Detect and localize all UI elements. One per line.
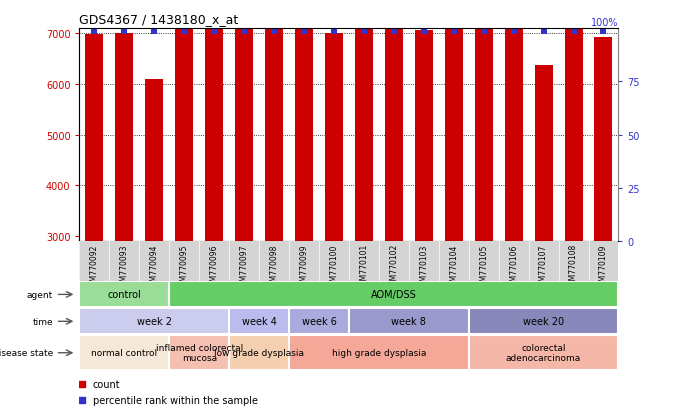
Bar <box>205 0 223 242</box>
Bar <box>295 0 313 242</box>
Bar <box>349 309 468 335</box>
Bar <box>325 34 343 242</box>
Text: GSM770094: GSM770094 <box>150 244 159 290</box>
Text: control: control <box>108 290 141 300</box>
Bar <box>475 0 493 242</box>
Text: GSM770093: GSM770093 <box>120 244 129 290</box>
Text: week 6: week 6 <box>301 316 337 327</box>
Bar <box>445 7 463 242</box>
Point <box>269 28 280 35</box>
Text: GSM770096: GSM770096 <box>209 244 219 290</box>
Bar <box>229 335 289 370</box>
Bar <box>504 0 522 242</box>
Text: week 8: week 8 <box>391 316 426 327</box>
Bar <box>289 309 349 335</box>
Point <box>328 28 339 35</box>
Text: GSM770106: GSM770106 <box>509 244 518 290</box>
Point <box>448 28 460 35</box>
Bar <box>145 80 163 242</box>
Text: GSM770092: GSM770092 <box>90 244 99 290</box>
Point <box>119 28 130 35</box>
Text: GDS4367 / 1438180_x_at: GDS4367 / 1438180_x_at <box>79 13 238 26</box>
Text: GSM770095: GSM770095 <box>180 244 189 290</box>
Bar <box>79 335 169 370</box>
Point <box>478 28 489 35</box>
Text: GSM770097: GSM770097 <box>240 244 249 290</box>
Text: GSM770108: GSM770108 <box>569 244 578 290</box>
Text: week 4: week 4 <box>242 316 276 327</box>
Text: AOM/DSS: AOM/DSS <box>371 290 417 300</box>
Bar <box>594 38 612 242</box>
Text: GSM770102: GSM770102 <box>389 244 399 290</box>
Text: GSM770107: GSM770107 <box>539 244 548 290</box>
Point <box>149 28 160 35</box>
Bar <box>468 335 618 370</box>
Bar <box>265 0 283 242</box>
Bar <box>565 14 583 242</box>
Text: GSM770104: GSM770104 <box>449 244 458 290</box>
Text: 100%: 100% <box>591 18 618 28</box>
Point <box>418 28 429 35</box>
Text: normal control: normal control <box>91 349 158 357</box>
Text: GSM770101: GSM770101 <box>359 244 368 290</box>
Bar <box>535 66 553 242</box>
Bar <box>176 29 193 242</box>
Bar <box>415 31 433 242</box>
Bar <box>169 335 229 370</box>
Text: time: time <box>32 317 53 326</box>
Text: agent: agent <box>27 290 53 299</box>
Text: percentile rank within the sample: percentile rank within the sample <box>93 396 258 406</box>
Point <box>538 28 549 35</box>
Text: week 20: week 20 <box>523 316 564 327</box>
Text: GSM770109: GSM770109 <box>599 244 608 290</box>
Point <box>359 28 370 35</box>
Text: count: count <box>93 379 120 389</box>
Bar <box>115 34 133 242</box>
Bar <box>86 35 104 242</box>
Point <box>568 28 579 35</box>
Bar <box>385 9 403 242</box>
Bar <box>235 0 253 242</box>
Bar <box>229 309 289 335</box>
Point <box>77 397 88 404</box>
Point <box>209 28 220 35</box>
Bar <box>468 309 618 335</box>
Point <box>299 28 310 35</box>
Point <box>77 381 88 387</box>
Text: week 2: week 2 <box>137 316 172 327</box>
Text: high grade dysplasia: high grade dysplasia <box>332 349 426 357</box>
Text: disease state: disease state <box>0 349 53 357</box>
Text: inflamed colorectal
mucosa: inflamed colorectal mucosa <box>155 343 243 363</box>
Text: GSM770098: GSM770098 <box>269 244 278 290</box>
Point <box>89 28 100 35</box>
Point <box>388 28 399 35</box>
Text: low grade dysplasia: low grade dysplasia <box>214 349 304 357</box>
Bar <box>79 282 169 308</box>
Point <box>179 28 190 35</box>
Text: colorectal
adenocarcinoma: colorectal adenocarcinoma <box>506 343 581 363</box>
Bar <box>79 309 229 335</box>
Bar <box>355 2 373 242</box>
Bar <box>289 335 468 370</box>
Point <box>598 28 609 35</box>
Text: GSM770105: GSM770105 <box>479 244 489 290</box>
Text: GSM770100: GSM770100 <box>330 244 339 290</box>
Point <box>508 28 519 35</box>
Text: GSM770099: GSM770099 <box>299 244 309 290</box>
Point <box>238 28 249 35</box>
Text: GSM770103: GSM770103 <box>419 244 428 290</box>
Bar <box>169 282 618 308</box>
